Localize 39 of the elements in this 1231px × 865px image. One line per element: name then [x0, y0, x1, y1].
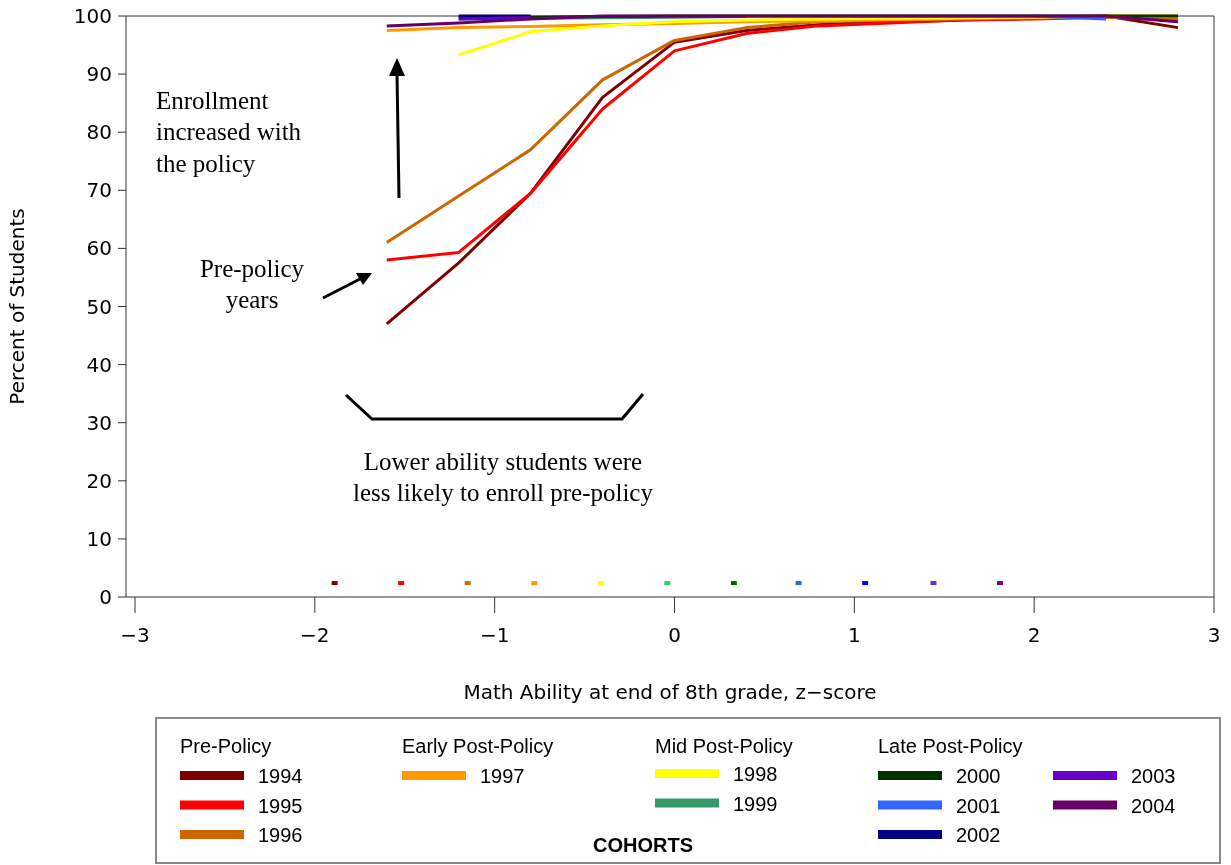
y-tick-label: 100	[73, 4, 112, 28]
y-tick-label: 50	[86, 294, 112, 319]
text: Mid Post-Policy	[655, 735, 793, 757]
y-tick-label: 70	[86, 178, 112, 203]
text: Pre-Policy	[180, 735, 272, 757]
legend-label: 1999	[733, 792, 778, 815]
y-tick-label: 20	[86, 468, 112, 493]
annotation: Lower ability students were less likely to enroll pre-policy	[353, 448, 654, 507]
annotation: Pre-policy years	[199, 255, 305, 314]
x-tick-label: 0	[668, 623, 681, 647]
legend-label: 2003	[1131, 765, 1176, 787]
x-axis-title: Math Ability at end of 8th grade, z−score	[463, 680, 877, 704]
y-tick-label: 10	[86, 526, 112, 551]
y-tick-label: 80	[86, 120, 112, 145]
x-tick-label: −2	[300, 623, 330, 647]
legend-label: 1995	[258, 794, 303, 817]
y-tick-label: 60	[86, 236, 112, 261]
y-tick-label: 30	[86, 410, 112, 435]
text: Early Post-Policy	[402, 735, 554, 757]
x-tick-label: −1	[479, 623, 510, 647]
legend-title: COHORTS	[593, 834, 693, 856]
y-axis-title: Percent of Students	[5, 208, 29, 405]
x-tick-label: 1	[847, 623, 861, 647]
legend-label: 1994	[258, 765, 303, 787]
legend-label: 1997	[480, 765, 525, 787]
legend-label: 2004	[1131, 794, 1176, 817]
legend-label: 1998	[733, 763, 778, 785]
legend-label: 1996	[258, 824, 303, 846]
x-tick-label: 3	[1207, 623, 1221, 647]
legend-label: 2001	[956, 794, 1001, 817]
y-tick-label: 0	[99, 585, 112, 609]
text: Late Post-Policy	[878, 735, 1023, 757]
legend-label: 2000	[956, 765, 1001, 787]
x-tick-label: −3	[120, 623, 150, 647]
y-tick-label: 40	[86, 352, 112, 377]
annotation: Enrollment increased with the policy	[156, 87, 302, 177]
y-tick-label: 90	[86, 62, 112, 87]
x-tick-label: 2	[1027, 623, 1041, 647]
legend-label: 2002	[956, 824, 1001, 846]
